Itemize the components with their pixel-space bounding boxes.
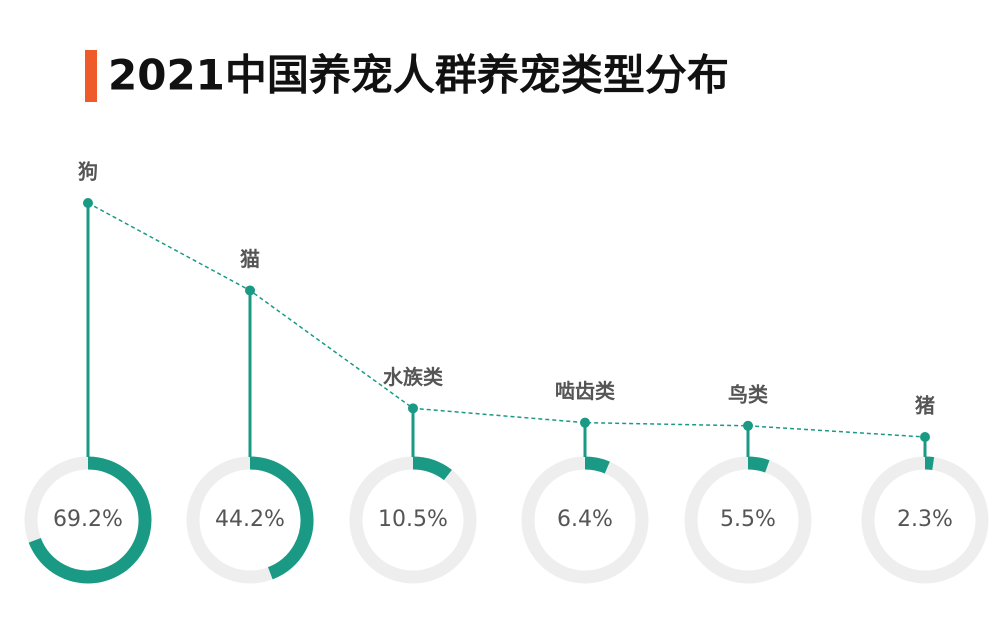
category-label: 猪 [915, 394, 935, 418]
category-label: 水族类 [383, 365, 443, 389]
ring-arc [747, 456, 770, 473]
ring-arc [28, 456, 152, 584]
value-label: 10.5% [378, 507, 448, 532]
dot [408, 403, 418, 414]
value-label: 44.2% [215, 507, 285, 532]
ring-arc [584, 456, 610, 474]
category-label: 鸟类 [728, 382, 768, 406]
dot [743, 420, 753, 431]
value-label: 69.2% [53, 507, 123, 532]
value-label: 2.3% [897, 507, 953, 532]
dot [83, 198, 93, 208]
dot [920, 432, 930, 442]
title-accent [85, 50, 97, 102]
value-label: 6.4% [557, 507, 613, 532]
trend-line [87, 202, 926, 438]
category-label: 啮齿类 [555, 379, 615, 403]
chart-title: 2021中国养宠人群养宠类型分布 [108, 51, 729, 100]
category-label: 猫 [240, 247, 260, 271]
ring-arc [412, 456, 452, 481]
dot [245, 285, 255, 296]
ring-arc [249, 456, 314, 580]
value-label: 5.5% [720, 507, 776, 532]
ring-arc [924, 456, 935, 471]
dot [580, 417, 590, 428]
category-label: 狗 [78, 160, 98, 184]
